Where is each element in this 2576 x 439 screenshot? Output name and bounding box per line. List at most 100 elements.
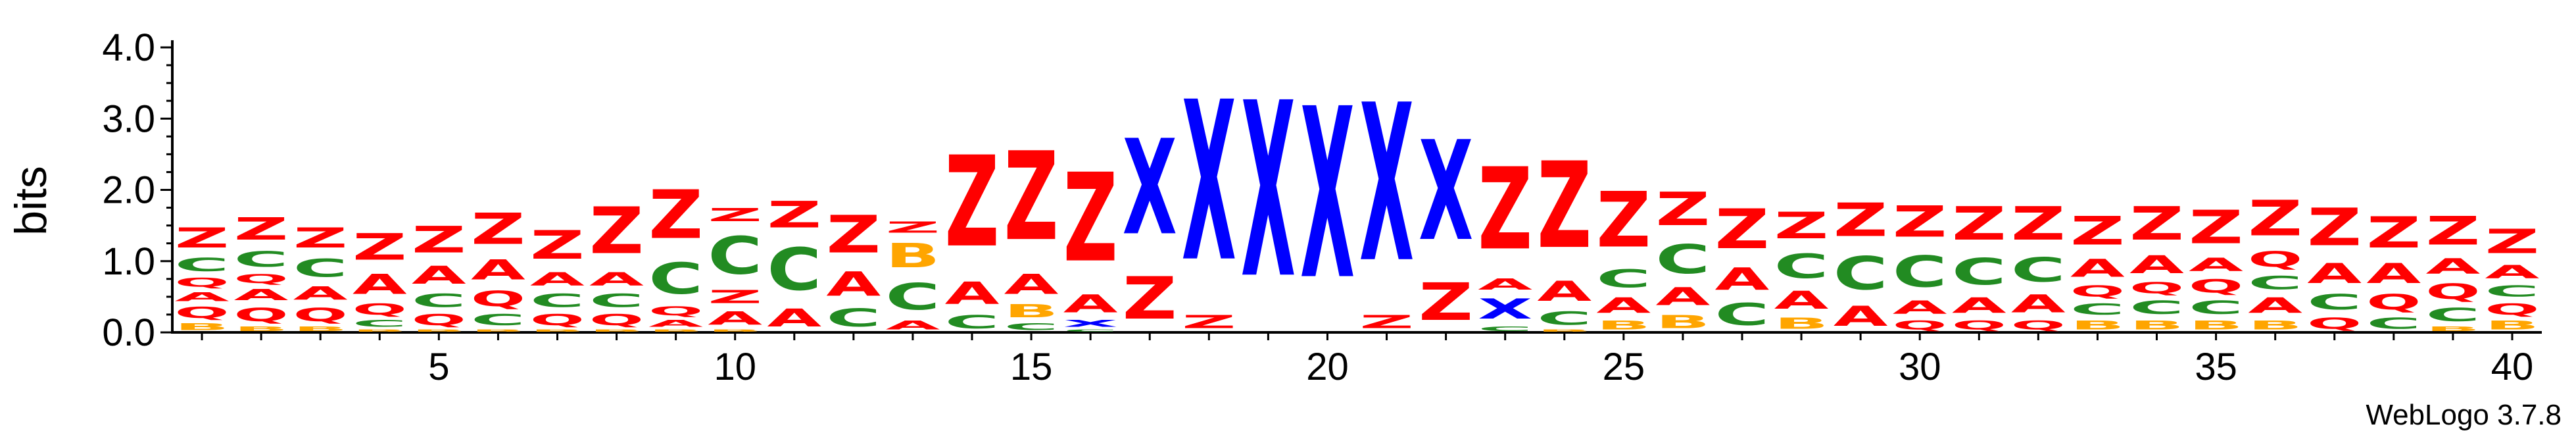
logo-letter-b: B <box>1774 315 1829 332</box>
logo-letter-z: Z <box>1123 265 1177 333</box>
logo-letter-z: Z <box>708 204 762 225</box>
logo-letter-q: Q <box>412 311 466 328</box>
logo-letter-z: Z <box>175 222 230 254</box>
logo-letter-c: C <box>1537 308 1592 329</box>
logo-letter-c: C <box>2189 297 2243 318</box>
logo-letter-q: Q <box>589 311 644 328</box>
logo-letter-q: Q <box>2248 247 2302 272</box>
logo-letter-a: A <box>767 304 821 332</box>
logo-letter-z: Z <box>530 222 585 268</box>
logo-letter-c: C <box>1655 237 1710 283</box>
logo-letter-a: A <box>648 319 703 329</box>
logo-letter-a: A <box>1893 297 1948 318</box>
logo-letter-c: C <box>648 254 703 303</box>
logo-letter-x: X <box>1123 112 1177 264</box>
logo-letter-x: X <box>1063 319 1118 329</box>
logo-letter-a: A <box>1774 286 1829 315</box>
y-tick-label: 0.0 <box>102 311 155 354</box>
logo-letter-x: X <box>1300 60 1355 332</box>
logo-letter-c: C <box>1774 247 1829 286</box>
logo-letter-a: A <box>1478 276 1532 294</box>
logo-stacks: BQAQCZBQAQCZBQACZBCQAZBQCAZBCQAZBQCAZBQC… <box>175 51 2540 332</box>
logo-letter-c: C <box>2485 282 2540 300</box>
logo-letter-q: Q <box>1893 318 1947 332</box>
logo-letter-z: Z <box>2248 190 2302 247</box>
y-tick-label: 1.0 <box>102 240 155 283</box>
x-tick-label: 10 <box>714 346 756 388</box>
logo-letter-q: Q <box>2129 279 2184 297</box>
logo-letter-q: Q <box>2307 315 2362 332</box>
logo-letter-x: X <box>1478 294 1532 326</box>
logo-letter-c: C <box>2129 297 2184 318</box>
y-tick-label: 3.0 <box>102 97 155 140</box>
logo-letter-z: Z <box>1063 148 1118 290</box>
logo-letter-b: B <box>2248 319 2302 332</box>
logo-letter-a: A <box>471 255 525 286</box>
logo-letter-z: Z <box>1774 205 1829 247</box>
y-axis: 0.0 1.0 2.0 3.0 4.0 <box>102 26 174 354</box>
logo-letter-z: Z <box>1715 197 1770 261</box>
logo-letter-a: A <box>2248 294 2302 319</box>
logo-letter-a: A <box>1655 282 1710 311</box>
logo-letter-z: Z <box>1537 137 1592 275</box>
logo-letter-a: A <box>1834 301 1888 332</box>
logo-letter-c: C <box>175 254 230 275</box>
logo-letter-c: C <box>2070 301 2125 319</box>
logo-letter-q: Q <box>2485 300 2540 318</box>
logo-letter-a: A <box>589 269 644 290</box>
logo-letter-c: C <box>2366 315 2421 332</box>
logo-letter-a: A <box>2425 254 2480 279</box>
logo-letter-b: B <box>648 329 703 332</box>
logo-letter-z: Z <box>2366 208 2421 257</box>
logo-letter-c: C <box>234 247 289 272</box>
logo-letter-z: Z <box>471 204 525 253</box>
logo-letter-c: C <box>1063 329 1118 332</box>
logo-letter-c: C <box>2011 251 2066 290</box>
logo-letter-z: Z <box>648 176 703 254</box>
logo-letter-b: B <box>2129 319 2184 332</box>
logo-letter-z: Z <box>1596 176 1651 265</box>
logo-letter-x: X <box>1359 59 1414 311</box>
logo-letter-a: A <box>2070 254 2125 282</box>
logo-letter-z: Z <box>945 130 1000 274</box>
logo-letter-a: A <box>2129 251 2184 279</box>
logo-letter-z: Z <box>1478 145 1532 276</box>
logo-letter-c: C <box>1596 265 1651 293</box>
x-axis: 5 10 15 20 25 30 35 40 <box>172 331 2542 388</box>
logo-letter-a: A <box>2307 258 2362 290</box>
logo-letter-a: A <box>293 282 349 303</box>
logo-letter-c: C <box>1004 322 1059 332</box>
logo-letter-z: Z <box>2485 222 2540 261</box>
logo-letter-c: C <box>826 304 881 332</box>
logo-letter-q: Q <box>175 304 230 322</box>
logo-letter-b: B <box>2189 319 2243 332</box>
logo-letter-c: C <box>1893 247 1947 297</box>
logo-letter-z: Z <box>1655 183 1710 236</box>
logo-letter-b: B <box>175 322 230 332</box>
logo-letter-c: C <box>767 236 821 304</box>
x-tick-label: 15 <box>1010 346 1053 388</box>
logo-letter-c: C <box>352 318 407 328</box>
y-tick-label: 4.0 <box>102 26 155 69</box>
logo-letter-q: Q <box>293 304 348 326</box>
logo-letter-b: B <box>2425 325 2480 332</box>
logo-letter-c: C <box>293 254 348 282</box>
logo-letter-z: Z <box>293 222 348 254</box>
logo-letter-a: A <box>1596 294 1651 319</box>
logo-letter-c: C <box>471 311 525 329</box>
x-tick-label: 20 <box>1306 346 1349 388</box>
x-tick-label: 40 <box>2491 346 2534 388</box>
logo-letter-c: C <box>2307 290 2362 315</box>
logo-letter-b: B <box>2485 319 2540 332</box>
logo-letter-c: C <box>1834 247 1888 301</box>
logo-letter-z: Z <box>1419 272 1473 332</box>
logo-letter-q: Q <box>352 300 407 318</box>
logo-letter-q: Q <box>2070 282 2125 300</box>
logo-letter-b: B <box>1537 329 1592 332</box>
logo-letter-a: A <box>2366 258 2421 290</box>
logo-letter-q: Q <box>1952 318 2006 332</box>
logo-letter-q: Q <box>234 272 289 286</box>
logo-letter-a: A <box>2485 261 2540 282</box>
logo-letter-z: Z <box>1952 197 2006 251</box>
logo-letter-b: B <box>2070 319 2125 332</box>
